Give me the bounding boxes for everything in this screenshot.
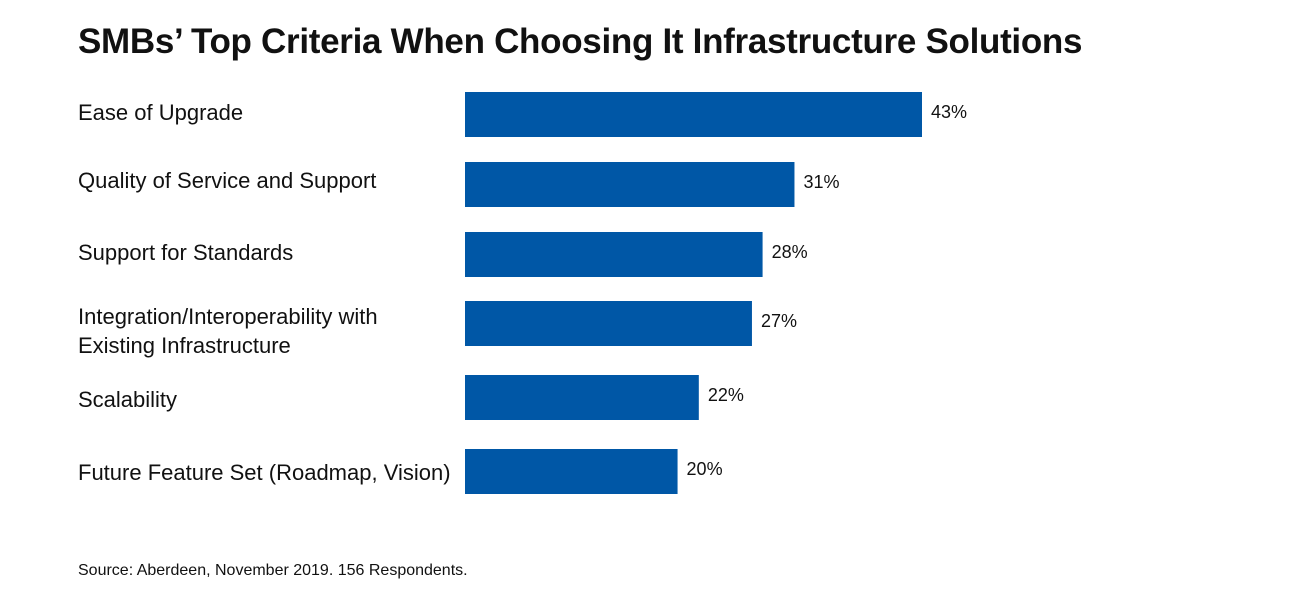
bar-3: [465, 301, 752, 346]
bar-0: [465, 92, 922, 137]
category-label-3: Integration/Interoperability with Existi…: [78, 304, 378, 358]
bar-2: [465, 232, 763, 277]
chart-title: SMBs’ Top Criteria When Choosing It Infr…: [78, 22, 1083, 61]
bar-4: [465, 375, 699, 420]
category-label-1: Quality of Service and Support: [78, 168, 377, 193]
bar-1: [465, 162, 795, 207]
bar-value-label-5: 20%: [687, 459, 723, 479]
category-label-5: Future Feature Set (Roadmap, Vision): [78, 460, 451, 485]
bar-value-label-0: 43%: [931, 102, 967, 122]
category-label-0: Ease of Upgrade: [78, 100, 244, 125]
bar-value-label-1: 31%: [803, 172, 839, 192]
category-label-4: Scalability: [78, 387, 178, 412]
bar-value-label-3: 27%: [761, 311, 797, 331]
category-label-2: Support for Standards: [78, 240, 294, 265]
source-note: Source: Aberdeen, November 2019. 156 Res…: [78, 562, 468, 579]
bar-value-label-2: 28%: [772, 242, 808, 262]
bar-value-label-4: 22%: [708, 385, 744, 405]
bar-5: [465, 449, 678, 494]
